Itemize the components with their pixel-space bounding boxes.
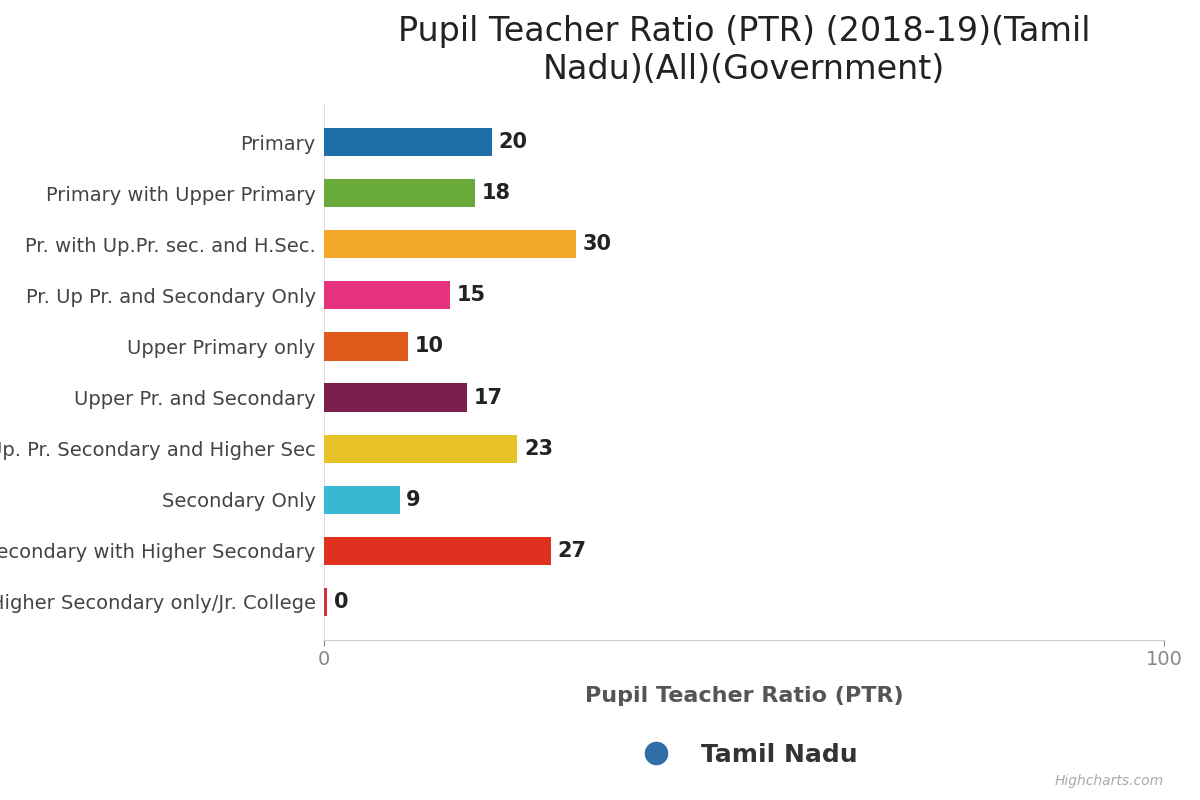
Text: 27: 27 — [558, 541, 587, 561]
Text: 0: 0 — [334, 592, 348, 612]
Title: Pupil Teacher Ratio (PTR) (2018-19)(Tamil
Nadu)(All)(Government): Pupil Teacher Ratio (PTR) (2018-19)(Tami… — [397, 14, 1091, 86]
Bar — [324, 230, 576, 258]
Text: 10: 10 — [415, 337, 444, 357]
Bar — [324, 486, 400, 514]
Bar — [324, 587, 328, 616]
Bar — [324, 179, 475, 207]
Bar — [324, 282, 450, 310]
Text: 18: 18 — [482, 183, 511, 203]
Text: 17: 17 — [474, 387, 503, 407]
Bar — [324, 333, 408, 361]
X-axis label: Pupil Teacher Ratio (PTR): Pupil Teacher Ratio (PTR) — [584, 686, 904, 706]
Text: Highcharts.com: Highcharts.com — [1055, 774, 1164, 788]
Text: 23: 23 — [524, 438, 553, 458]
Text: 20: 20 — [499, 132, 528, 152]
Bar — [324, 434, 517, 462]
Bar — [324, 383, 467, 411]
Legend: Tamil Nadu: Tamil Nadu — [631, 743, 857, 767]
Text: 9: 9 — [407, 490, 421, 510]
Bar — [324, 537, 551, 565]
Bar — [324, 128, 492, 157]
Text: 30: 30 — [583, 234, 612, 254]
Text: 15: 15 — [457, 286, 486, 306]
